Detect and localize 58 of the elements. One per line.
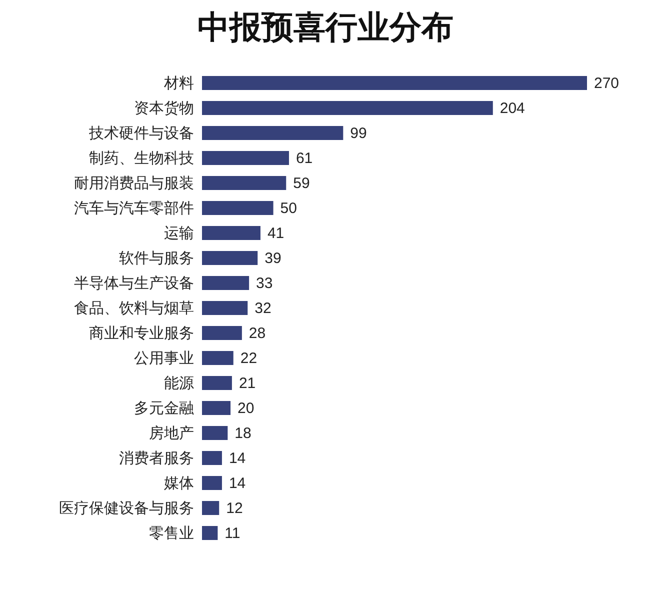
bar (202, 376, 232, 390)
y-tick-label: 零售业 (149, 525, 194, 542)
data-label: 28 (248, 325, 266, 342)
bar (202, 451, 222, 465)
data-label: 20 (238, 400, 254, 417)
y-tick-label: 软件与服务 (119, 250, 194, 267)
bar (202, 351, 234, 365)
bar (202, 101, 493, 115)
data-label: 33 (256, 275, 273, 292)
y-tick-label: 半导体与生产设备 (74, 275, 194, 292)
data-label: 22 (240, 350, 258, 367)
y-tick-label: 材料 (163, 75, 194, 92)
y-tick-label: 运输 (164, 225, 194, 242)
bar (202, 176, 286, 190)
data-label: 204 (500, 100, 525, 117)
data-label: 14 (228, 450, 246, 467)
bar (202, 401, 231, 415)
data-label: 32 (254, 300, 272, 317)
y-tick-label: 资本货物 (134, 100, 194, 117)
data-label: 12 (226, 500, 243, 517)
y-tick-label: 耐用消费品与服装 (74, 175, 194, 192)
y-tick-label: 房地产 (149, 425, 194, 442)
data-label: 41 (267, 225, 284, 242)
chart-title: 中报预喜行业分布 (198, 9, 454, 45)
bar (202, 476, 222, 490)
bar (202, 501, 220, 515)
y-tick-label: 制药、生物科技 (89, 150, 194, 167)
y-tick-label: 消费者服务 (119, 450, 194, 467)
bar (202, 76, 587, 90)
y-tick-label: 技术硬件与设备 (88, 125, 194, 142)
y-tick-label: 食品、饮料与烟草 (74, 300, 194, 317)
bar (202, 276, 250, 290)
y-tick-label: 多元金融 (134, 400, 194, 417)
bar (202, 226, 260, 240)
bar (202, 251, 258, 265)
y-tick-label: 汽车与汽车零部件 (74, 200, 194, 217)
data-label: 61 (296, 150, 313, 167)
data-label: 99 (350, 125, 367, 142)
bar (202, 151, 289, 165)
bar (202, 526, 218, 540)
bar (202, 301, 248, 315)
data-label: 39 (264, 250, 282, 267)
data-label: 21 (238, 375, 256, 392)
y-tick-label: 医疗保健设备与服务 (59, 500, 194, 517)
data-label: 18 (234, 425, 252, 442)
y-tick-label: 能源 (164, 375, 194, 392)
y-tick-label: 媒体 (164, 475, 194, 492)
data-label: 59 (293, 175, 310, 192)
bar (202, 201, 274, 215)
y-tick-label: 公用事业 (134, 350, 194, 367)
data-label: 50 (280, 200, 297, 217)
data-label: 14 (228, 475, 246, 492)
y-tick-label: 商业和专业服务 (89, 325, 194, 342)
data-label: 270 (594, 75, 620, 92)
bar (202, 426, 228, 440)
data-label: 11 (224, 525, 240, 542)
bar (202, 126, 344, 140)
bar (202, 326, 242, 340)
